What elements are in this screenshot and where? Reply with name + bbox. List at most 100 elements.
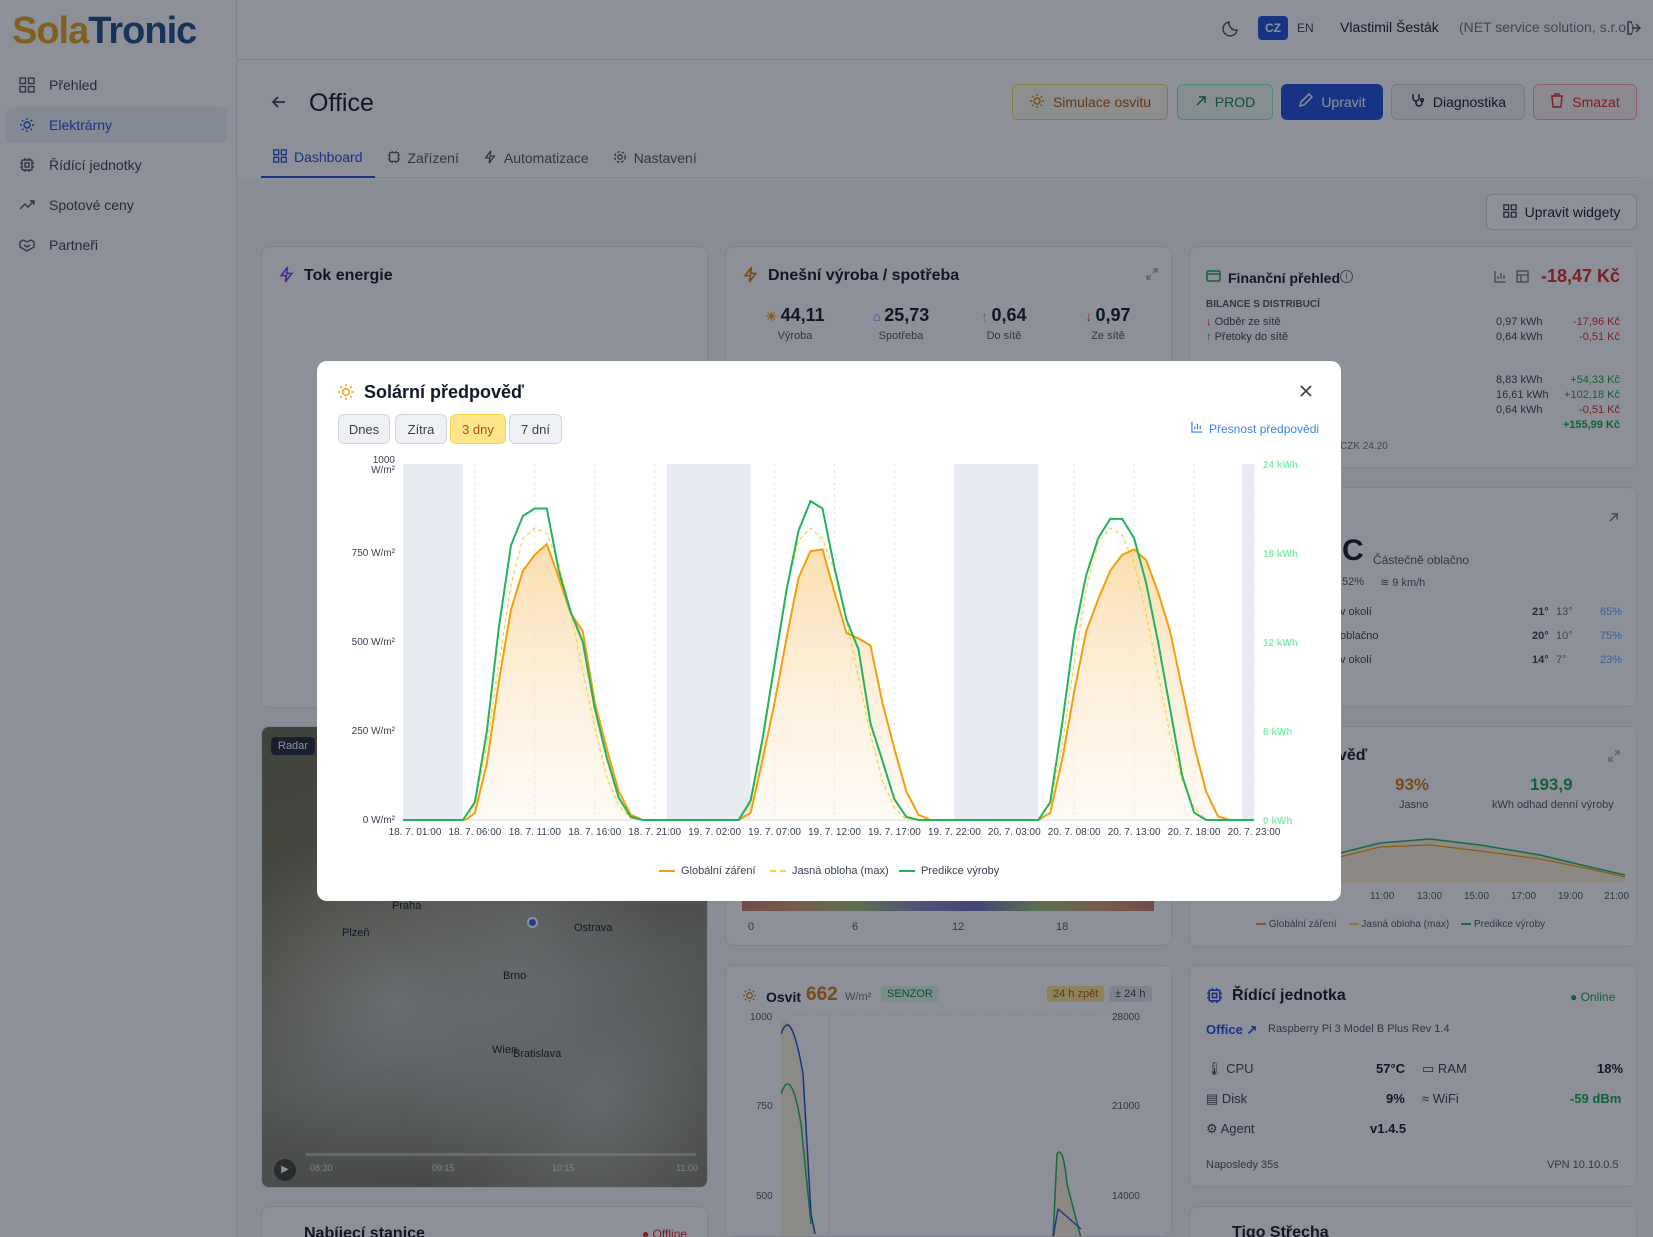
legend-item-global[interactable]: Globální záření xyxy=(659,865,756,877)
cpu-icon xyxy=(1206,987,1223,1007)
x-tick-label: 18. 7. 16:00 xyxy=(568,827,621,838)
x-tick-label: 20. 7. 08:00 xyxy=(1048,827,1101,838)
range-3days-button[interactable]: 3 dny xyxy=(450,414,506,444)
x-tick-label: 18. 7. 06:00 xyxy=(449,827,502,838)
external-arrow-icon xyxy=(1195,94,1207,110)
map-city-label: Plzeň xyxy=(342,927,370,939)
hour-tick: 18 xyxy=(1056,921,1069,933)
y-tick: 500 xyxy=(756,1191,773,1202)
y-tick: 28000 xyxy=(1112,1012,1140,1023)
tab-zarizeni[interactable]: Zařízení xyxy=(375,138,471,178)
status-badge: ● Offline xyxy=(642,1227,688,1237)
stat-to-grid: ↑ 0,64 Do sítě xyxy=(981,305,1027,342)
expand-icon[interactable] xyxy=(1608,749,1620,765)
tab-automatizace[interactable]: Automatizace xyxy=(471,138,601,178)
range-today-button[interactable]: Dnes xyxy=(338,414,390,444)
moon-icon[interactable] xyxy=(1222,19,1240,40)
range-7days-button[interactable]: 7 dní xyxy=(509,414,562,444)
bar-chart-icon xyxy=(1191,421,1203,436)
prod-button[interactable]: PROD xyxy=(1177,84,1273,120)
user-name[interactable]: Vlastimil Šesták xyxy=(1340,19,1439,35)
location-marker[interactable] xyxy=(527,917,538,928)
y-right-tick-label: 6 kWh xyxy=(1263,727,1292,738)
back-arrow-icon[interactable] xyxy=(270,93,288,114)
y-right-tick-label: 18 kWh xyxy=(1263,549,1298,560)
x-tick-label: 20. 7. 18:00 xyxy=(1168,827,1221,838)
forecast-accuracy-link[interactable]: Přesnost předpovědi xyxy=(1191,421,1319,436)
card-title: Osvit xyxy=(766,989,802,1005)
info-icon[interactable]: i xyxy=(1340,270,1353,283)
range-24h-button[interactable]: ± 24 h xyxy=(1109,986,1152,1002)
top-bar: CZ EN Vlastimil Šesták (NET service solu… xyxy=(237,0,1653,60)
delete-button[interactable]: Smazat xyxy=(1533,84,1637,120)
sidebar-item-elektrarny[interactable]: Elektrárny xyxy=(6,107,227,143)
stat-from-grid: ↓ 0,97 Ze sítě xyxy=(1085,305,1131,342)
grid-icon xyxy=(18,76,36,94)
external-arrow-icon[interactable] xyxy=(1608,510,1619,526)
stethoscope-icon xyxy=(1410,93,1425,111)
diagnostics-button[interactable]: Diagnostika xyxy=(1391,84,1525,120)
simulate-button[interactable]: Simulace osvitu xyxy=(1012,84,1168,120)
finance-extra-row: 16,61 kWh +102,18 Kč xyxy=(1496,389,1620,401)
table-icon[interactable] xyxy=(1516,270,1529,286)
unit-link[interactable]: Office ↗ xyxy=(1206,1022,1258,1037)
cpu-label: 🌡 CPU xyxy=(1206,1061,1254,1076)
clear-sky-pct: 93% xyxy=(1395,775,1430,794)
mini-time-tick: 15:00 xyxy=(1464,891,1490,902)
page-header xyxy=(237,60,1653,180)
wallet-icon xyxy=(1206,268,1221,286)
lang-en-button[interactable]: EN xyxy=(1297,21,1314,35)
mini-time-tick: 13:00 xyxy=(1417,891,1443,902)
tab-dashboard[interactable]: Dashboard xyxy=(261,138,375,178)
agent-label: ⚙ Agent xyxy=(1206,1121,1255,1136)
sidebar-item-partneri[interactable]: Partneři xyxy=(6,227,227,263)
y-right-tick-label: 0 kWh xyxy=(1263,816,1292,827)
x-tick-label: 19. 7. 22:00 xyxy=(928,827,981,838)
daily-kwh-label: kWh odhad denní výroby xyxy=(1492,799,1614,811)
lang-cz-button[interactable]: CZ xyxy=(1258,16,1288,40)
x-tick-label: 20. 7. 23:00 xyxy=(1228,827,1281,838)
x-tick-label: 19. 7. 07:00 xyxy=(748,827,801,838)
y-left-tick-label: 0 W/m² xyxy=(363,815,396,826)
play-icon[interactable]: ▶ xyxy=(274,1159,296,1181)
x-tick-label: 19. 7. 17:00 xyxy=(868,827,921,838)
finance-row: ↑ Přetoky do sítě 0,64 kWh -0,51 Kč xyxy=(1206,331,1620,343)
card-title: Tigo Střecha xyxy=(1232,1224,1329,1237)
sun-icon xyxy=(18,116,36,134)
cpu-icon xyxy=(18,156,36,174)
trend-icon xyxy=(18,196,36,214)
control-unit-card: Řídící jednotka ● Online Office ↗ Raspbe… xyxy=(1189,965,1637,1187)
ram-label: ▭ RAM xyxy=(1422,1061,1467,1076)
range-24h-back-button[interactable]: 24 h zpět xyxy=(1047,986,1105,1002)
sidebar-item-label: Partneři xyxy=(49,237,99,253)
edit-button[interactable]: Upravit xyxy=(1281,84,1383,120)
x-tick-label: 20. 7. 03:00 xyxy=(988,827,1041,838)
tab-nastaveni[interactable]: Nastavení xyxy=(601,138,709,178)
weather-wind: ≋ 9 km/h xyxy=(1380,577,1426,589)
expand-icon[interactable] xyxy=(1146,267,1158,283)
range-tomorrow-button[interactable]: Zítra xyxy=(395,414,447,444)
radar-timeline[interactable] xyxy=(306,1153,696,1156)
edit-widgets-button[interactable]: Upravit widgety xyxy=(1486,194,1637,230)
radar-time: 09:15 xyxy=(432,1163,455,1173)
sidebar-item-prehled[interactable]: Přehled xyxy=(6,67,227,103)
sidebar-item-ridici-jednotky[interactable]: Řídící jednotky xyxy=(6,147,227,183)
legend-item-prediction[interactable]: Predikce výroby xyxy=(899,865,999,877)
hour-tick: 0 xyxy=(748,921,755,933)
app-logo[interactable]: SolaTronic xyxy=(12,10,197,52)
sun-icon xyxy=(742,988,757,1006)
logout-icon[interactable] xyxy=(1625,19,1643,40)
x-tick-label: 18. 7. 01:00 xyxy=(389,827,442,838)
legend-item-clear-sky[interactable]: Jasná obloha (max) xyxy=(770,865,889,877)
map-city-label: Brno xyxy=(503,970,527,982)
map-city-label: Ostrava xyxy=(574,922,613,934)
global-irradiance-area xyxy=(403,544,1254,820)
disk-label: ▤ Disk xyxy=(1206,1091,1248,1106)
trash-icon xyxy=(1550,93,1564,111)
sidebar-item-spotove-ceny[interactable]: Spotové ceny xyxy=(6,187,227,223)
mini-forecast-chart xyxy=(1340,838,1626,883)
sensor-badge: SENZOR xyxy=(881,986,939,1002)
close-icon[interactable] xyxy=(1299,384,1313,401)
chart-icon[interactable] xyxy=(1494,270,1507,286)
cpu-value: 57°C xyxy=(1376,1061,1406,1076)
